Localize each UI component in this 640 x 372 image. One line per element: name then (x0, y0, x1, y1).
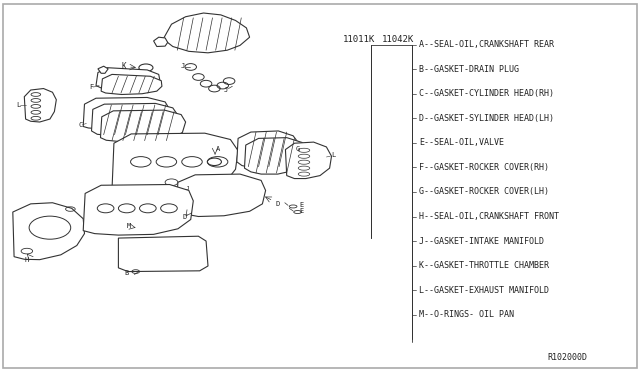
Text: A: A (216, 146, 221, 152)
Text: D: D (182, 214, 187, 220)
Text: F: F (90, 84, 94, 90)
Polygon shape (98, 66, 108, 73)
Polygon shape (92, 103, 178, 136)
Polygon shape (118, 236, 208, 272)
Text: J: J (224, 87, 228, 93)
Text: C--GASKET-CYLINDER HEAD(RH): C--GASKET-CYLINDER HEAD(RH) (419, 89, 554, 98)
Polygon shape (100, 110, 186, 142)
Polygon shape (13, 203, 84, 260)
Text: D: D (275, 201, 280, 207)
Text: H--SEAL-OIL,CRANKSHAFT FRONT: H--SEAL-OIL,CRANKSHAFT FRONT (419, 212, 559, 221)
Text: B--GASKET-DRAIN PLUG: B--GASKET-DRAIN PLUG (419, 65, 519, 74)
Text: 11042K: 11042K (382, 35, 414, 44)
Text: K: K (122, 62, 126, 71)
Polygon shape (163, 13, 250, 53)
Text: C: C (78, 122, 83, 128)
Text: B: B (125, 270, 129, 276)
Text: A--SEAL-OIL,CRANKSHAFT REAR: A--SEAL-OIL,CRANKSHAFT REAR (419, 40, 554, 49)
Text: G: G (296, 146, 300, 152)
Polygon shape (244, 138, 307, 174)
Polygon shape (237, 131, 300, 168)
Text: J: J (186, 186, 189, 192)
Text: E: E (300, 208, 304, 214)
Text: M--O-RINGS- OIL PAN: M--O-RINGS- OIL PAN (419, 310, 514, 319)
Text: K--GASKET-THROTTLE CHAMBER: K--GASKET-THROTTLE CHAMBER (419, 261, 549, 270)
Polygon shape (101, 74, 162, 94)
Polygon shape (83, 97, 170, 129)
Text: J--GASKET-INTAKE MANIFOLD: J--GASKET-INTAKE MANIFOLD (419, 237, 544, 246)
Text: H: H (24, 257, 29, 263)
Text: L--GASKET-EXHAUST MANIFOLD: L--GASKET-EXHAUST MANIFOLD (419, 286, 549, 295)
Polygon shape (83, 185, 193, 235)
Text: J: J (180, 63, 185, 69)
Text: F--GASKET-ROCKER COVER(RH): F--GASKET-ROCKER COVER(RH) (419, 163, 549, 172)
Text: R102000D: R102000D (547, 353, 588, 362)
Text: 11011K: 11011K (342, 35, 374, 44)
Text: M: M (127, 223, 131, 229)
Text: L: L (332, 153, 336, 158)
Polygon shape (24, 89, 56, 122)
Polygon shape (176, 174, 266, 217)
Text: D--GASKET-SYLINDER HEAD(LH): D--GASKET-SYLINDER HEAD(LH) (419, 114, 554, 123)
Text: E--SEAL-OIL,VALVE: E--SEAL-OIL,VALVE (419, 138, 504, 147)
Text: E: E (300, 202, 304, 208)
Polygon shape (96, 68, 160, 90)
Polygon shape (285, 142, 332, 179)
Polygon shape (112, 133, 238, 194)
Text: G--GASKET-ROCKER COVER(LH): G--GASKET-ROCKER COVER(LH) (419, 187, 549, 196)
Text: L: L (16, 102, 20, 108)
Polygon shape (154, 37, 168, 46)
